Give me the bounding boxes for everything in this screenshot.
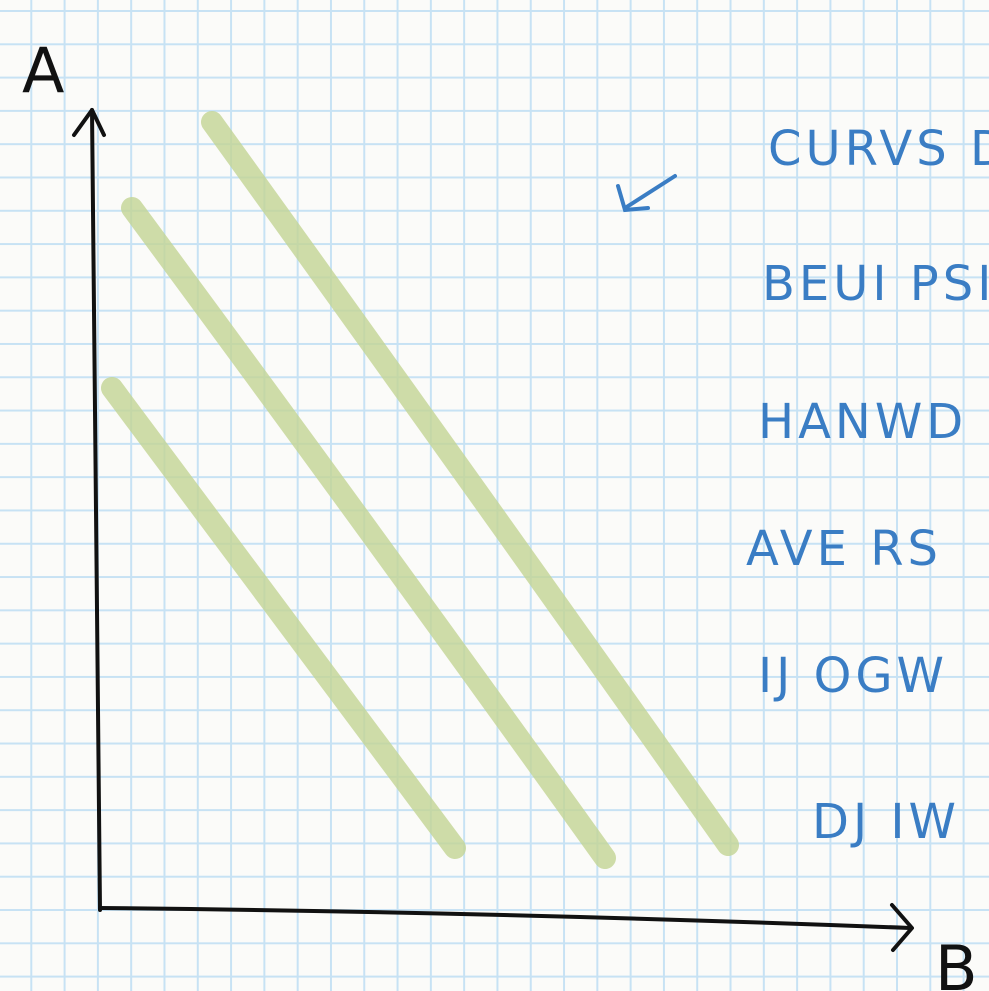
x-axis-label: B <box>935 932 978 991</box>
green-band <box>201 111 739 856</box>
note: DJ IW <box>812 794 960 850</box>
note: BEUI PSI <box>762 256 989 312</box>
note: IJ OGW <box>758 648 948 704</box>
y-arrowhead <box>72 108 106 137</box>
x-arrowhead <box>890 903 914 952</box>
y-axis <box>90 108 102 912</box>
y-axis-label: A <box>22 34 64 107</box>
green-band <box>101 377 466 859</box>
note: HANWD <box>758 394 967 450</box>
arrow <box>616 174 677 213</box>
note: AVE RS <box>746 521 942 577</box>
note: CURVS D <box>768 121 989 177</box>
green-band <box>121 197 616 869</box>
x-axis <box>98 906 912 930</box>
